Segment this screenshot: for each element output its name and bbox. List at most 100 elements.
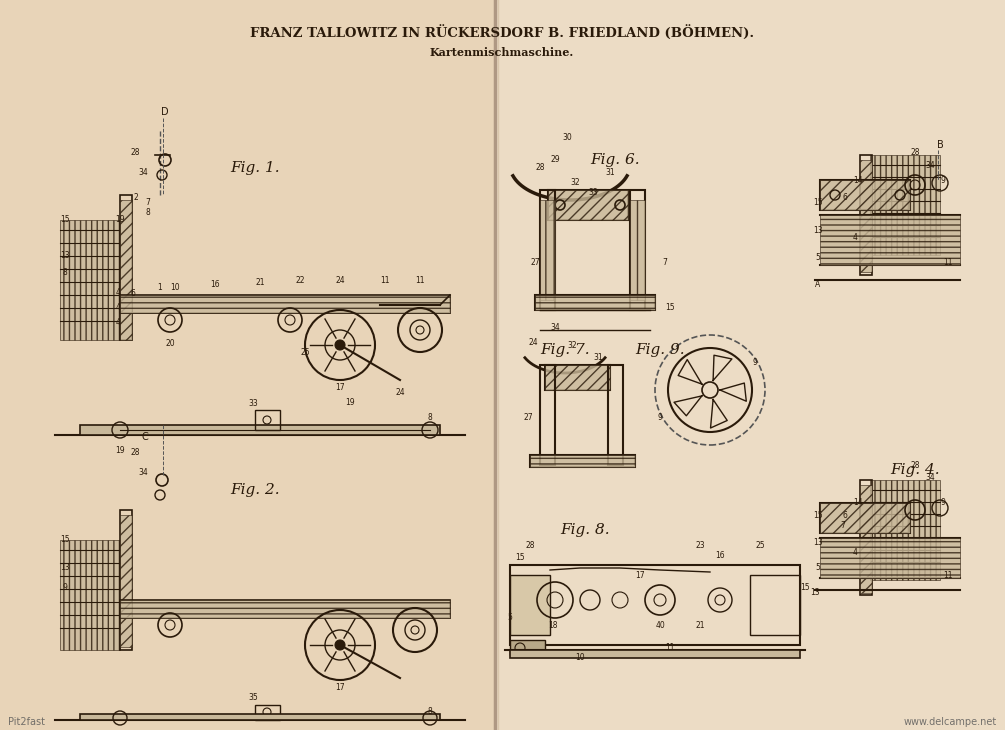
Text: 16: 16 bbox=[210, 280, 220, 289]
Text: 5: 5 bbox=[816, 253, 820, 262]
Text: 6: 6 bbox=[842, 193, 847, 202]
Text: 5: 5 bbox=[816, 563, 820, 572]
Text: 6: 6 bbox=[131, 289, 136, 298]
Text: 10: 10 bbox=[170, 283, 180, 292]
Text: 28: 28 bbox=[131, 148, 140, 157]
Text: 25: 25 bbox=[300, 348, 310, 357]
Text: 2: 2 bbox=[134, 193, 139, 202]
Text: 13: 13 bbox=[813, 538, 823, 547]
Text: 28: 28 bbox=[911, 461, 920, 470]
Bar bbox=[60, 540, 120, 650]
Text: 15: 15 bbox=[60, 535, 69, 544]
Text: 15: 15 bbox=[813, 511, 823, 520]
Bar bbox=[120, 515, 132, 647]
Text: 14: 14 bbox=[853, 176, 863, 185]
Bar bbox=[60, 220, 120, 340]
Text: FRANZ TALLOWITZ IN RÜCKERSDORF B. FRIEDLAND (BÖHMEN).: FRANZ TALLOWITZ IN RÜCKERSDORF B. FRIEDL… bbox=[250, 25, 754, 39]
Bar bbox=[630, 190, 645, 310]
Bar bbox=[530, 455, 635, 467]
Text: 8: 8 bbox=[427, 707, 432, 716]
Bar bbox=[545, 365, 610, 390]
Text: 17: 17 bbox=[336, 683, 345, 692]
Bar bbox=[820, 538, 960, 578]
Text: 14: 14 bbox=[853, 498, 863, 507]
Bar bbox=[548, 190, 628, 220]
Text: 21: 21 bbox=[255, 278, 264, 287]
Text: 27: 27 bbox=[531, 258, 540, 267]
Text: 11: 11 bbox=[944, 258, 953, 267]
Bar bbox=[540, 365, 555, 465]
Text: 27: 27 bbox=[524, 413, 533, 422]
Bar bbox=[535, 295, 655, 310]
Bar bbox=[120, 600, 450, 618]
Bar bbox=[860, 160, 872, 272]
Text: 1: 1 bbox=[158, 283, 163, 292]
Text: 11: 11 bbox=[380, 276, 390, 285]
Bar bbox=[820, 503, 910, 533]
Text: 4: 4 bbox=[116, 288, 121, 297]
Text: www.delcampe.net: www.delcampe.net bbox=[903, 717, 997, 727]
Text: 16: 16 bbox=[716, 551, 725, 560]
Text: 15: 15 bbox=[800, 583, 810, 592]
Text: 24: 24 bbox=[395, 388, 405, 397]
Text: 19: 19 bbox=[345, 398, 355, 407]
Text: 4: 4 bbox=[852, 233, 857, 242]
Bar bbox=[540, 200, 555, 300]
Text: C: C bbox=[142, 432, 149, 442]
Text: 30: 30 bbox=[562, 133, 572, 142]
Bar bbox=[497, 0, 1005, 730]
Text: 4: 4 bbox=[116, 303, 121, 312]
Bar bbox=[120, 200, 132, 340]
Bar bbox=[820, 180, 910, 210]
Circle shape bbox=[335, 640, 345, 650]
Bar bbox=[80, 714, 440, 720]
Bar bbox=[120, 510, 132, 650]
Text: B: B bbox=[937, 140, 944, 150]
Text: 11: 11 bbox=[665, 643, 674, 652]
Text: 8: 8 bbox=[427, 413, 432, 422]
Text: Fig. 7.: Fig. 7. bbox=[540, 343, 590, 357]
Text: 28: 28 bbox=[911, 148, 920, 157]
Text: 9: 9 bbox=[62, 583, 67, 592]
Text: Fig. 8.: Fig. 8. bbox=[560, 523, 610, 537]
Circle shape bbox=[335, 340, 345, 350]
Text: 9: 9 bbox=[941, 176, 946, 185]
Text: 11: 11 bbox=[944, 571, 953, 580]
Bar bbox=[120, 295, 450, 313]
Bar bbox=[608, 365, 623, 465]
Text: 33: 33 bbox=[588, 188, 598, 197]
Bar bbox=[820, 180, 910, 210]
Bar bbox=[120, 295, 450, 313]
Text: 25: 25 bbox=[755, 541, 765, 550]
Bar bbox=[870, 155, 940, 255]
Text: 34: 34 bbox=[138, 468, 148, 477]
Bar bbox=[860, 155, 872, 275]
Text: 24: 24 bbox=[336, 276, 345, 285]
Text: 17: 17 bbox=[635, 571, 645, 580]
Text: 7: 7 bbox=[146, 198, 151, 207]
Text: Kartenmischmaschine.: Kartenmischmaschine. bbox=[430, 47, 574, 58]
Bar bbox=[860, 480, 872, 595]
Text: 4: 4 bbox=[852, 548, 857, 557]
Bar bbox=[510, 575, 550, 635]
Text: 34: 34 bbox=[926, 473, 935, 482]
Text: 18: 18 bbox=[549, 621, 558, 630]
Text: 15: 15 bbox=[665, 303, 674, 312]
Bar bbox=[545, 365, 610, 390]
Text: 4: 4 bbox=[116, 318, 121, 327]
Bar bbox=[255, 410, 280, 430]
Text: Fig. 6.: Fig. 6. bbox=[590, 153, 639, 167]
Text: 9: 9 bbox=[753, 358, 758, 367]
Text: 15: 15 bbox=[60, 215, 69, 224]
Text: 32: 32 bbox=[567, 341, 577, 350]
Text: 5: 5 bbox=[508, 613, 513, 622]
Text: 31: 31 bbox=[593, 353, 603, 362]
Bar bbox=[630, 200, 645, 300]
Text: 28: 28 bbox=[526, 541, 535, 550]
Text: 23: 23 bbox=[695, 541, 705, 550]
Text: Fig. 9.: Fig. 9. bbox=[635, 343, 684, 357]
Bar bbox=[120, 195, 132, 340]
Bar bbox=[530, 455, 635, 467]
Text: 34: 34 bbox=[138, 168, 148, 177]
Text: 9: 9 bbox=[941, 498, 946, 507]
